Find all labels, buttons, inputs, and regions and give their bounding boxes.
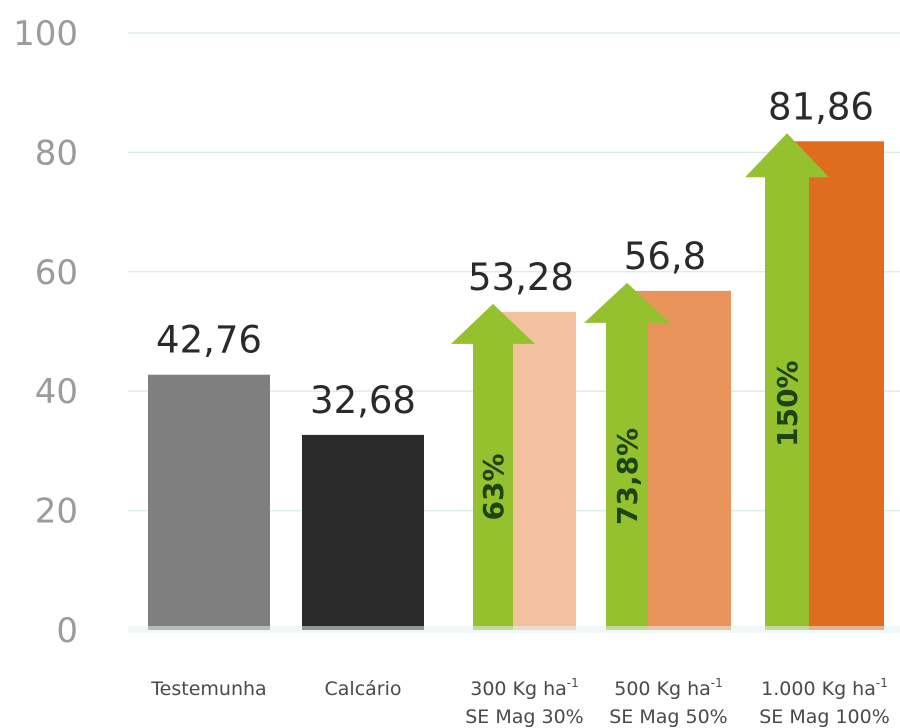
bar [302,434,424,630]
value-labels: 42,76 32,68 53,28 56,8 81,86 [156,85,874,422]
increase-label: 73,8% [611,428,644,525]
y-tick-label: 20 [35,492,78,532]
increase-label: 150% [771,360,804,447]
increase-arrow [584,282,670,630]
value-label: 56,8 [624,235,706,278]
y-tick-label: 100 [13,14,78,54]
y-axis-ticks: 0 20 40 60 80 100 [13,14,78,651]
increase-label: 63% [477,453,510,520]
y-tick-label: 40 [35,372,78,412]
value-label: 53,28 [468,256,574,299]
x-axis-baseline [128,626,900,633]
value-label: 32,68 [310,379,416,422]
increase-arrow [745,133,829,630]
increase-arrow [451,303,535,630]
bar [148,374,270,630]
category-label: 1.000 Kg ha-1 [761,676,888,700]
category-label: SE Mag 100% [759,706,890,728]
category-label: Calcário [325,678,402,700]
increase-arrows: 63% 73,8% 150% [451,133,829,630]
category-label: SE Mag 30% [465,706,583,728]
y-tick-label: 0 [56,611,78,651]
category-label: 300 Kg ha-1 [470,676,579,700]
category-label: 500 Kg ha-1 [614,676,723,700]
category-label: Testemunha [150,678,266,700]
y-tick-label: 80 [35,133,78,173]
x-axis-categories: Testemunha Calcário 300 Kg ha-1 SE Mag 30% 5… [150,676,889,728]
value-label: 81,86 [768,85,874,128]
category-label: SE Mag 50% [609,706,727,728]
value-label: 42,76 [156,319,262,362]
y-tick-label: 60 [35,253,78,293]
